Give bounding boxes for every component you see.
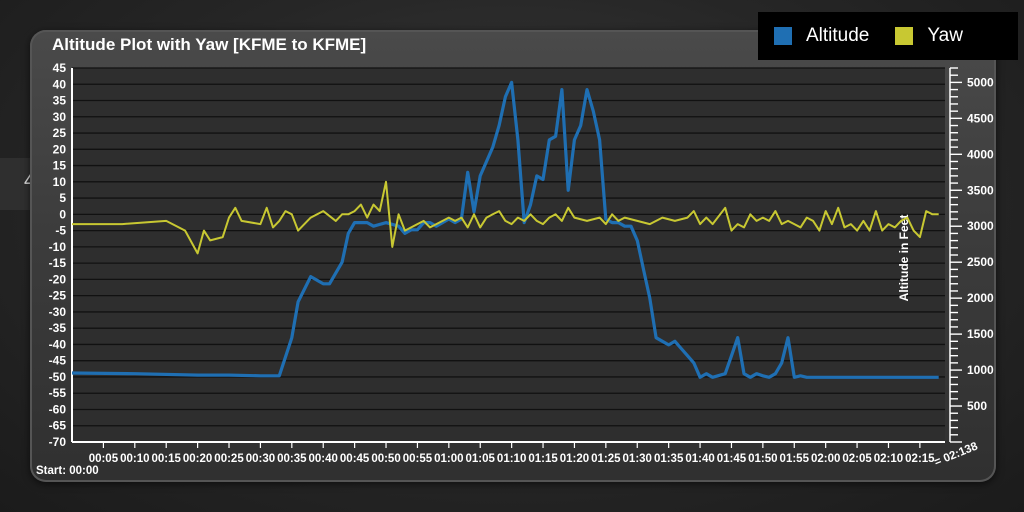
y-left-tick-label: -25 (49, 289, 67, 303)
y-right-tick-label: 4500 (967, 111, 994, 125)
y-right-tick-label: 3000 (967, 219, 994, 233)
y-right-axis-label: Altitude in Feet (897, 215, 911, 302)
x-tick-label: 02:00 (811, 453, 840, 465)
x-tick-label: 02:05 (842, 453, 872, 465)
x-tick-label: 01:40 (685, 453, 714, 465)
y-left-tick-label: 0 (59, 207, 66, 221)
y-left-tick-label: 45 (53, 61, 67, 75)
y-left-tick-label: 25 (53, 126, 67, 140)
legend-swatch-yaw (895, 27, 914, 45)
y-right-tick-label: 5000 (967, 75, 994, 89)
x-tick-label: 01:50 (748, 453, 777, 465)
plot-area (72, 68, 945, 442)
x-tick-label: 00:45 (340, 453, 370, 465)
y-right-tick-label: 2500 (967, 255, 994, 269)
x-tick-label: 00:55 (403, 453, 433, 465)
x-tick-label: 01:20 (560, 453, 589, 465)
x-tick-label: 01:35 (654, 453, 684, 465)
x-tick-label: 00:50 (371, 453, 400, 465)
y-right-tick-label: 4000 (967, 147, 994, 161)
y-left-tick-label: 35 (53, 94, 67, 108)
y-right-tick-label: 3500 (967, 183, 994, 197)
y-left-tick-label: -10 (49, 240, 67, 254)
x-tick-label: 00:10 (120, 453, 149, 465)
y-left-tick-label: -50 (49, 370, 67, 384)
x-tick-label: 01:15 (528, 453, 558, 465)
x-tick-label: 00:40 (309, 453, 338, 465)
x-tick-label: 01:30 (623, 453, 652, 465)
side-tab-label: 4 (24, 170, 35, 193)
y-left-tick-label: 20 (53, 142, 67, 156)
y-left-tick-label: -60 (49, 402, 67, 416)
legend-swatch-altitude (774, 27, 792, 45)
legend-item-altitude[interactable]: Altitude (774, 25, 879, 47)
y-left-tick-label: -70 (49, 435, 67, 449)
x-tick-label: 01:45 (717, 453, 747, 465)
x-start-label: Start: 00:00 (36, 465, 99, 477)
series-line-altitude (71, 80, 939, 379)
x-tick-label: 00:05 (89, 453, 119, 465)
x-tick-label: 01:00 (434, 453, 463, 465)
x-tick-label: 01:55 (780, 453, 810, 465)
x-tick-label: 02:10 (874, 453, 903, 465)
y-left-tick-label: -5 (55, 224, 66, 238)
y-left-tick-label: 5 (59, 191, 66, 205)
y-left-tick-label: -15 (49, 256, 67, 270)
x-end-label: = 02:138 (933, 440, 980, 468)
y-left-tick-label: 15 (53, 159, 67, 173)
x-tick-label: 00:20 (183, 453, 212, 465)
x-tick-label: 00:30 (246, 453, 275, 465)
y-right-tick-label: 1500 (967, 327, 994, 341)
y-left-tick-label: 40 (53, 77, 67, 91)
x-tick-label: 00:25 (214, 453, 244, 465)
y-left-tick-label: -40 (49, 337, 67, 351)
y-left-tick-label: -65 (49, 419, 67, 433)
y-left-tick-label: -30 (49, 305, 67, 319)
y-left-tick-label: 10 (53, 175, 67, 189)
x-tick-label: 00:35 (277, 453, 307, 465)
y-left-tick-label: -35 (49, 321, 67, 335)
x-tick-label: 01:10 (497, 453, 526, 465)
y-left-tick-label: -45 (49, 354, 67, 368)
legend-label-yaw: Yaw (927, 25, 963, 46)
legend-label-altitude: Altitude (806, 25, 870, 46)
y-left-tick-label: -55 (49, 386, 67, 400)
legend: Altitude Yaw (758, 12, 1018, 60)
x-tick-label: 01:25 (591, 453, 621, 465)
y-left-tick-label: 30 (53, 110, 67, 124)
chart-title: Altitude Plot with Yaw [KFME to KFME] (52, 35, 367, 54)
legend-item-yaw[interactable]: Yaw (895, 25, 973, 47)
x-tick-label: 02:15 (905, 453, 935, 465)
x-tick-label: 01:05 (466, 453, 496, 465)
y-right-tick-label: 2000 (967, 291, 994, 305)
y-left-tick-label: -20 (49, 272, 67, 286)
x-tick-label: 00:15 (151, 453, 181, 465)
y-right-tick-label: 500 (967, 399, 987, 413)
series-line-yaw (72, 180, 939, 255)
y-right-tick-label: 1000 (967, 363, 994, 377)
